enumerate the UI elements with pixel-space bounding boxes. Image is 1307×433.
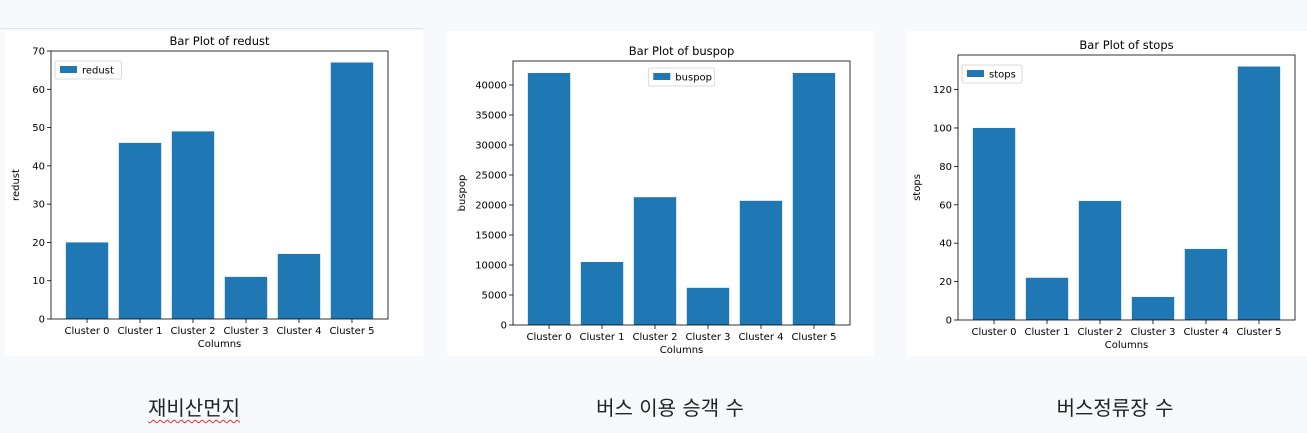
divider-line	[0, 28, 423, 29]
bar-1	[580, 262, 624, 325]
y-tick-label-4: 20000	[475, 201, 507, 212]
bar-4	[277, 253, 321, 319]
legend-label: redust	[82, 66, 114, 77]
y-tick-label-0: 0	[501, 321, 507, 332]
x-tick-label-0: Cluster 0	[972, 327, 1017, 338]
chart-buspop: 0 5000 10000 15000 20000 25000 30000 35000 40000…	[457, 44, 851, 356]
chart-title: Bar Plot of redust	[169, 34, 270, 48]
chart-stops: 0 20 40 60 80 100 120 Cluster 0 Cluster 1 Cluster…	[912, 38, 1296, 351]
x-tick-label-2: Cluster 2	[1077, 327, 1122, 338]
y-tick-label-0: 0	[946, 316, 952, 327]
chart-title: Bar Plot of buspop	[629, 44, 735, 58]
legend-swatch	[60, 66, 77, 73]
y-tick-label-5: 25000	[475, 171, 507, 182]
legend-box	[54, 60, 122, 80]
x-tick-label-1: Cluster 1	[117, 326, 162, 337]
x-tick-label-4: Cluster 4	[1183, 327, 1228, 338]
y-tick-label-4: 80	[939, 162, 952, 173]
x-tick-label-4: Cluster 4	[276, 326, 321, 337]
caption-redust-text: 재비산먼지	[148, 396, 240, 420]
bar-0	[65, 242, 109, 319]
bar-4	[1184, 248, 1228, 320]
bar-1	[1025, 277, 1069, 320]
x-tick-label-0: Cluster 0	[527, 332, 572, 343]
x-tick-label-0: Cluster 0	[65, 326, 110, 337]
y-tick-label-3: 15000	[475, 231, 507, 242]
x-tick-label-5: Cluster 5	[329, 326, 374, 337]
bar-2	[1078, 200, 1122, 320]
plot-frame	[512, 60, 851, 326]
y-tick-label-7: 35000	[475, 111, 507, 122]
legend-swatch	[653, 73, 671, 80]
caption-redust: 재비산먼지	[44, 392, 344, 421]
y-tick-label-1: 20	[939, 277, 952, 288]
bar-0	[527, 73, 571, 325]
plot-frame	[50, 50, 389, 320]
legend: buspop	[647, 67, 716, 87]
y-tick-label-3: 60	[939, 200, 952, 211]
chart-title: Bar Plot of stops	[1079, 38, 1173, 52]
bar-5	[1237, 66, 1281, 320]
x-tick-label-2: Cluster 2	[170, 326, 215, 337]
x-tick-label-4: Cluster 4	[738, 332, 783, 343]
y-tick-label-6: 30000	[475, 141, 507, 152]
chart-panel-stops: 0 20 40 60 80 100 120 Cluster 0 Cluster 1 Cluster…	[906, 31, 1307, 356]
y-tick-label-5: 50	[32, 123, 45, 134]
x-axis-label: Columns	[660, 345, 704, 356]
bar-0	[972, 127, 1016, 321]
y-tick-label-0: 0	[39, 315, 45, 326]
y-axis-label: redust	[11, 169, 22, 201]
y-tick-label-6: 120	[933, 85, 952, 96]
x-axis-label: Columns	[198, 339, 242, 350]
legend-box	[961, 64, 1023, 84]
legend-box	[647, 67, 716, 87]
chart-redust: 0 10 20 30 40 50 60 70 Cluster 0 Cluster 1 Cluster…	[11, 34, 389, 350]
bar-3	[224, 276, 268, 319]
x-tick-label-2: Cluster 2	[632, 332, 677, 343]
bar-5	[330, 62, 374, 319]
y-tick-label-1: 5000	[482, 291, 507, 302]
y-tick-label-3: 30	[32, 200, 45, 211]
y-tick-label-8: 40000	[475, 81, 507, 92]
x-tick-label-3: Cluster 3	[1130, 327, 1175, 338]
x-tick-label-3: Cluster 3	[685, 332, 730, 343]
y-tick-label-6: 60	[32, 85, 45, 96]
y-axis-label: buspop	[457, 175, 468, 212]
bar-3	[686, 287, 730, 325]
y-axis-label: stops	[912, 174, 923, 201]
x-tick-label-1: Cluster 1	[579, 332, 624, 343]
y-tick-label-4: 40	[32, 161, 45, 172]
bar-4	[739, 200, 783, 325]
caption-buspop: 버스 이용 승객 수	[596, 396, 744, 420]
bar-2	[633, 197, 677, 325]
x-tick-label-5: Cluster 5	[791, 332, 836, 343]
chart-panel-buspop: 0 5000 10000 15000 20000 25000 30000 35000 40000…	[447, 31, 874, 356]
x-tick-label-5: Cluster 5	[1236, 327, 1281, 338]
bar-5	[792, 73, 836, 325]
caption-stops: 버스정류장 수	[1056, 396, 1174, 420]
bar-3	[1131, 296, 1175, 320]
x-axis-label: Columns	[1105, 340, 1149, 351]
y-tick-label-2: 20	[32, 238, 45, 249]
x-tick-label-3: Cluster 3	[223, 326, 268, 337]
y-tick-label-2: 10000	[475, 261, 507, 272]
bar-2	[171, 131, 215, 319]
y-tick-label-7: 70	[32, 47, 45, 58]
legend-label: buspop	[675, 73, 712, 84]
bar-1	[118, 142, 162, 319]
x-tick-label-1: Cluster 1	[1024, 327, 1069, 338]
legend-label: stops	[989, 70, 1016, 81]
plot-frame	[957, 54, 1296, 321]
legend: redust	[54, 60, 122, 80]
chart-panel-redust: 0 10 20 30 40 50 60 70 Cluster 0 Cluster 1 Cluster…	[5, 31, 423, 356]
y-tick-label-1: 10	[32, 276, 45, 287]
legend: stops	[961, 64, 1023, 84]
legend-swatch	[967, 70, 984, 77]
y-tick-label-2: 40	[939, 239, 952, 250]
y-tick-label-5: 100	[933, 123, 952, 134]
